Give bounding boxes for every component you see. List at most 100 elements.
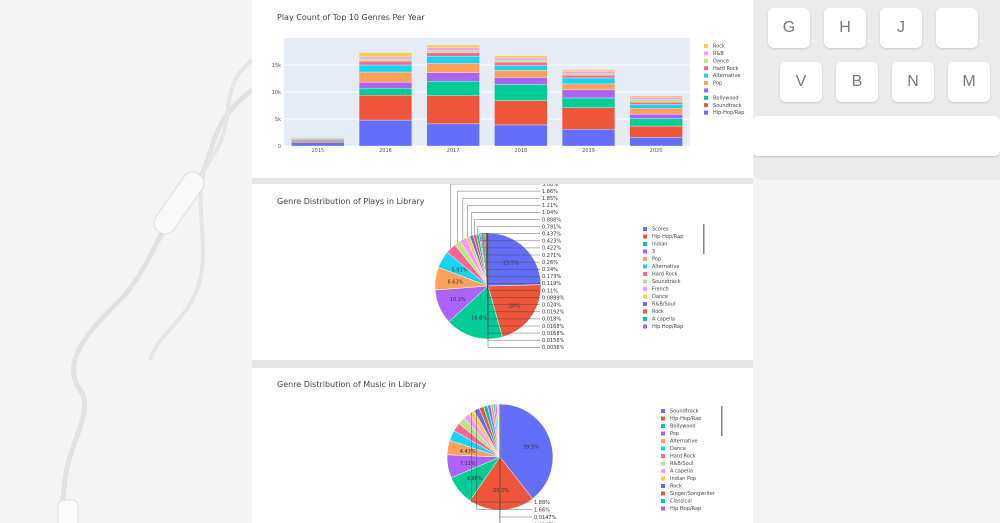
- leader-line: [477, 226, 540, 235]
- legend-label: Hard Rock: [652, 272, 678, 278]
- slice-label: 0.24%: [542, 267, 558, 273]
- slice-label: 0.0147%: [534, 515, 556, 521]
- legend-label: Dance: [652, 294, 668, 300]
- pie-slice: [448, 285, 503, 340]
- legend-label: Dance: [713, 58, 729, 64]
- bar-segment: [358, 88, 413, 96]
- legend-swatch: [704, 95, 708, 100]
- y-tick-label: 5k: [275, 117, 281, 123]
- bar-segment: [561, 71, 616, 74]
- leader-line: [474, 219, 540, 235]
- legend-label: Rock: [713, 44, 725, 50]
- chart-title: Genre Distribution of Plays in Library: [277, 197, 425, 206]
- slice-label: 6.63%: [448, 279, 464, 285]
- legend-label: Hip-Hop/Rap: [652, 234, 683, 240]
- bar-segment: [494, 100, 548, 126]
- chart-title: Play Count of Top 10 Genres Per Year: [277, 13, 425, 22]
- bar-segment: [561, 89, 616, 99]
- legend-swatch: [661, 439, 665, 443]
- legend-swatch: [661, 476, 665, 481]
- legend-label: Alternative: [670, 439, 697, 445]
- legend-swatch: [643, 294, 647, 299]
- legend-swatch: [661, 469, 665, 473]
- slice-label: 5.01%: [452, 268, 468, 274]
- legend-swatch: [704, 103, 708, 108]
- bar-segment: [426, 123, 480, 147]
- leader-line: [487, 233, 540, 348]
- chart-title: Genre Distribution of Music in Library: [277, 380, 427, 389]
- bar-segment: [426, 44, 480, 48]
- slice-label: 0.781%: [542, 224, 561, 230]
- leader-line: [485, 233, 540, 270]
- bar-segment: [629, 95, 683, 98]
- music-pie-panel: Genre Distribution of Music in Library 3…: [252, 368, 753, 523]
- bar-segment: [426, 52, 480, 57]
- plays-pie-panel: Genre Distribution of Plays in Library 2…: [252, 184, 753, 360]
- slice-label: 0.437%: [542, 232, 561, 238]
- bar-segment: [426, 47, 480, 51]
- leader-line: [480, 233, 540, 241]
- music-pie-chart: 39.5% 20.2% 8.98% 7.11% 4.43% 1.88%1.66% 0.014…: [446, 403, 723, 523]
- bar-segment: [494, 84, 548, 101]
- legend-swatch: [661, 446, 665, 451]
- key-n: N: [892, 62, 934, 102]
- legend-label: Soundtrack: [652, 279, 681, 285]
- legend-label: Rock: [652, 309, 664, 315]
- pie-slice: [487, 284, 542, 338]
- legend-label: R&B: [713, 51, 724, 57]
- legend-swatch: [661, 461, 665, 466]
- bar-segment: [494, 70, 548, 78]
- bar-segment: [561, 83, 616, 91]
- bar-segment: [494, 57, 548, 61]
- bar-segment: [358, 95, 413, 121]
- leader-line: [486, 233, 540, 284]
- legend-swatch: [643, 287, 647, 291]
- legend-label: Pop: [713, 81, 722, 87]
- panel-divider: [252, 360, 753, 368]
- legend-label: Bollywood: [670, 424, 696, 430]
- slice-label: 0.0156%: [542, 338, 564, 344]
- legend-label: A capella: [652, 317, 675, 323]
- legend-scrollbar: [721, 406, 723, 436]
- legend-swatch: [661, 409, 665, 413]
- bar-segment: [561, 73, 616, 76]
- y-tick-label: 10k: [272, 90, 281, 96]
- slice-label: 0.423%: [542, 239, 561, 245]
- legend-label: 3: [652, 249, 655, 255]
- bar-segment: [629, 107, 683, 115]
- legend-swatch: [643, 279, 647, 284]
- legend-label: Scores: [652, 227, 669, 233]
- slice-label: 10.1%: [450, 297, 466, 303]
- slice-label: 0.173%: [542, 274, 561, 280]
- bar-segment: [629, 99, 683, 103]
- legend-swatch: [661, 431, 665, 436]
- x-tick-label: 2020: [650, 148, 663, 154]
- x-tick-label: 2015: [311, 148, 324, 154]
- slice-label: 0.26%: [542, 260, 558, 266]
- bar-chart: 0 5k 10k 15k 2015 2016 2017 2018 2019 2020 RockR&B…: [272, 38, 744, 154]
- legend-swatch: [643, 257, 647, 261]
- legend-swatch: [661, 454, 665, 458]
- legend-label: Indian Pop: [670, 476, 696, 482]
- legend-label: Soundtrack: [670, 409, 699, 415]
- bar-segment: [358, 52, 413, 58]
- legend-label: Alternative: [652, 264, 679, 270]
- x-tick-label: 2019: [582, 148, 595, 154]
- legend-swatch: [661, 491, 665, 496]
- legend-label: Hard Rock: [670, 454, 696, 460]
- legend-label: Hip Hop/Rap: [670, 506, 701, 512]
- leader-line: [485, 233, 540, 277]
- slice-label: 1.21%: [542, 203, 558, 209]
- pie-slice: [469, 456, 533, 511]
- slice-label: 1.04%: [542, 210, 558, 216]
- leader-line: [484, 233, 540, 263]
- slice-label: 0.119%: [542, 281, 561, 287]
- x-tick-label: 2018: [514, 148, 527, 154]
- slice-label: 0.888%: [542, 217, 561, 223]
- bar-segment: [291, 140, 345, 143]
- legend-swatch: [704, 81, 708, 85]
- bar-segment: [426, 72, 480, 82]
- leader-line: [471, 412, 532, 503]
- legend-swatch: [643, 317, 647, 321]
- slice-label: 16.8%: [471, 316, 487, 322]
